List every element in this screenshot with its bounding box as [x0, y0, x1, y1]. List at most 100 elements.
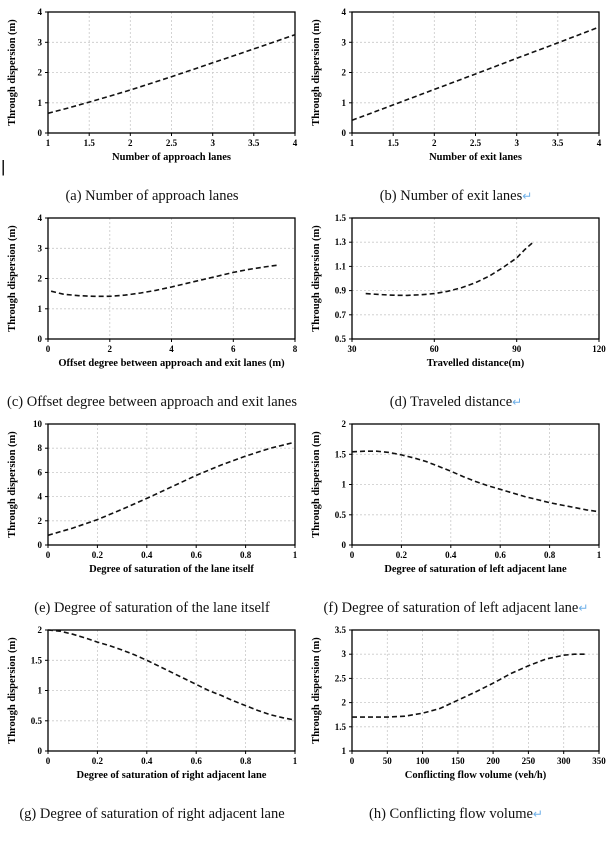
figure-h: 0 50 100 150 200 250 300 350 1 1.5 2 2.5 3 3.5 Conflic…	[306, 621, 606, 823]
svg-text:0.2: 0.2	[92, 550, 104, 560]
svg-text:150: 150	[451, 756, 465, 766]
svg-text:300: 300	[557, 756, 571, 766]
svg-text:Through dispersion (m): Through dispersion (m)	[311, 431, 322, 538]
figure-e-caption: (e) Degree of saturation of the lane its…	[34, 599, 270, 617]
svg-text:0.8: 0.8	[240, 756, 252, 766]
svg-text:0: 0	[342, 540, 347, 550]
svg-text:60: 60	[430, 344, 440, 354]
svg-text:2: 2	[432, 138, 437, 148]
svg-text:6: 6	[38, 467, 43, 477]
svg-text:0: 0	[38, 128, 43, 138]
svg-text:10: 10	[33, 419, 43, 429]
svg-text:0.5: 0.5	[335, 334, 347, 344]
svg-text:4: 4	[169, 344, 174, 354]
svg-text:2.5: 2.5	[166, 138, 178, 148]
svg-text:2: 2	[342, 698, 347, 708]
chart-f-canvas: 0 0.2 0.4 0.6 0.8 1 0 0.5 1 1.5 2 Degree of saturat…	[311, 419, 602, 575]
svg-text:Through dispersion (m): Through dispersion (m)	[311, 19, 322, 126]
figure-c-caption: (c) Offset degree between approach and e…	[7, 393, 297, 411]
svg-text:4: 4	[38, 213, 43, 223]
figure-d-caption: (d) Traveled distance↵	[390, 393, 522, 411]
caption-text: (e) Degree of saturation of the lane its…	[34, 600, 270, 616]
svg-text:4: 4	[38, 7, 43, 17]
svg-text:3.5: 3.5	[552, 138, 564, 148]
svg-text:1.1: 1.1	[335, 261, 347, 271]
svg-text:0.8: 0.8	[240, 550, 252, 560]
svg-text:250: 250	[522, 756, 536, 766]
chart-h-canvas: 0 50 100 150 200 250 300 350 1 1.5 2 2.5 3 3.5 Conflic…	[311, 625, 606, 781]
svg-text:0.2: 0.2	[92, 756, 104, 766]
figure-d: 30 60 90 120 0.5 0.7 0.9 1.1 1.3 1.5 Travelled dis…	[306, 209, 606, 411]
svg-text:Number of approach lanes: Number of approach lanes	[112, 152, 231, 163]
svg-text:Offset degree between approach: Offset degree between approach and exit …	[58, 358, 285, 369]
svg-text:1.5: 1.5	[335, 722, 347, 732]
svg-text:Through dispersion (m): Through dispersion (m)	[7, 19, 18, 126]
svg-text:3: 3	[342, 649, 347, 659]
svg-text:0.8: 0.8	[544, 550, 556, 560]
svg-text:Number of exit lanes: Number of exit lanes	[429, 152, 522, 163]
svg-text:120: 120	[592, 344, 606, 354]
svg-text:Through dispersion (m): Through dispersion (m)	[311, 225, 322, 332]
figure-h-caption: (h) Conflicting flow volume↵	[369, 805, 543, 823]
return-mark-icon: ↵	[522, 189, 533, 203]
svg-text:2: 2	[38, 625, 43, 635]
text-cursor-mark: |	[1, 157, 6, 176]
svg-text:Travelled distance(m): Travelled distance(m)	[427, 358, 525, 369]
svg-text:1: 1	[293, 756, 298, 766]
svg-text:50: 50	[383, 756, 393, 766]
svg-text:350: 350	[592, 756, 606, 766]
svg-text:4: 4	[342, 7, 347, 17]
svg-text:0.2: 0.2	[396, 550, 408, 560]
svg-text:2: 2	[38, 274, 43, 284]
caption-text: (a) Number of approach lanes	[65, 188, 239, 204]
svg-text:30: 30	[348, 344, 358, 354]
svg-text:Through dispersion (m): Through dispersion (m)	[311, 637, 322, 744]
svg-text:0.6: 0.6	[191, 756, 203, 766]
chart-c-canvas: 0 2 4 6 8 0 1 2 3 4 Offset degree between approach…	[7, 213, 298, 369]
svg-text:1: 1	[38, 686, 43, 696]
svg-text:1: 1	[46, 138, 51, 148]
svg-text:3: 3	[514, 138, 519, 148]
figure-f-caption: (f) Degree of saturation of left adjacen…	[324, 599, 589, 617]
figure-g-caption: (g) Degree of saturation of right adjace…	[19, 805, 284, 823]
chart-d-canvas: 30 60 90 120 0.5 0.7 0.9 1.1 1.3 1.5 Travelled dis…	[311, 213, 606, 369]
svg-text:0.4: 0.4	[445, 550, 457, 560]
figure-g: 0 0.2 0.4 0.6 0.8 1 0 0.5 1 1.5 2 Degree of saturat…	[2, 621, 302, 823]
svg-text:0: 0	[38, 746, 43, 756]
svg-text:3: 3	[342, 37, 347, 47]
svg-text:0.7: 0.7	[335, 310, 347, 320]
svg-text:0.5: 0.5	[335, 510, 347, 520]
svg-text:2: 2	[38, 68, 43, 78]
svg-text:0.4: 0.4	[141, 756, 153, 766]
svg-text:2.5: 2.5	[470, 138, 482, 148]
svg-text:Degree of saturation of left a: Degree of saturation of left adjacent la…	[384, 564, 567, 575]
svg-text:8: 8	[38, 443, 43, 453]
svg-text:0: 0	[46, 550, 51, 560]
svg-text:0.9: 0.9	[335, 286, 347, 296]
svg-text:Conflicting flow volume (veh/h: Conflicting flow volume (veh/h)	[405, 770, 547, 781]
svg-text:0: 0	[350, 550, 355, 560]
figure-grid: 1 1.5 2 2.5 3 3.5 4 0 1 2 3 4 Number of approach lan…	[2, 7, 606, 823]
svg-text:0: 0	[46, 344, 51, 354]
svg-text:3: 3	[38, 243, 43, 253]
svg-text:3.5: 3.5	[335, 625, 347, 635]
svg-text:1: 1	[342, 480, 347, 490]
svg-text:0.5: 0.5	[31, 716, 43, 726]
caption-text: (f) Degree of saturation of left adjacen…	[323, 600, 579, 616]
figure-e: 0 0.2 0.4 0.6 0.8 1 0 2 4 6 8 10 Degree of saturatio…	[2, 415, 302, 617]
svg-text:Degree of saturation of right: Degree of saturation of right adjacent l…	[77, 770, 267, 781]
svg-text:1: 1	[38, 304, 43, 314]
svg-text:Through dispersion (m): Through dispersion (m)	[7, 431, 18, 538]
svg-text:0.6: 0.6	[495, 550, 507, 560]
svg-text:1.5: 1.5	[31, 655, 43, 665]
svg-text:2: 2	[108, 344, 113, 354]
svg-text:Degree of saturation of the la: Degree of saturation of the lane itself	[89, 564, 254, 575]
return-mark-icon: ↵	[512, 395, 523, 409]
svg-text:2.5: 2.5	[335, 673, 347, 683]
svg-text:1: 1	[597, 550, 602, 560]
svg-text:2: 2	[342, 68, 347, 78]
svg-text:Through dispersion (m): Through dispersion (m)	[7, 637, 18, 744]
svg-text:1.5: 1.5	[335, 449, 347, 459]
